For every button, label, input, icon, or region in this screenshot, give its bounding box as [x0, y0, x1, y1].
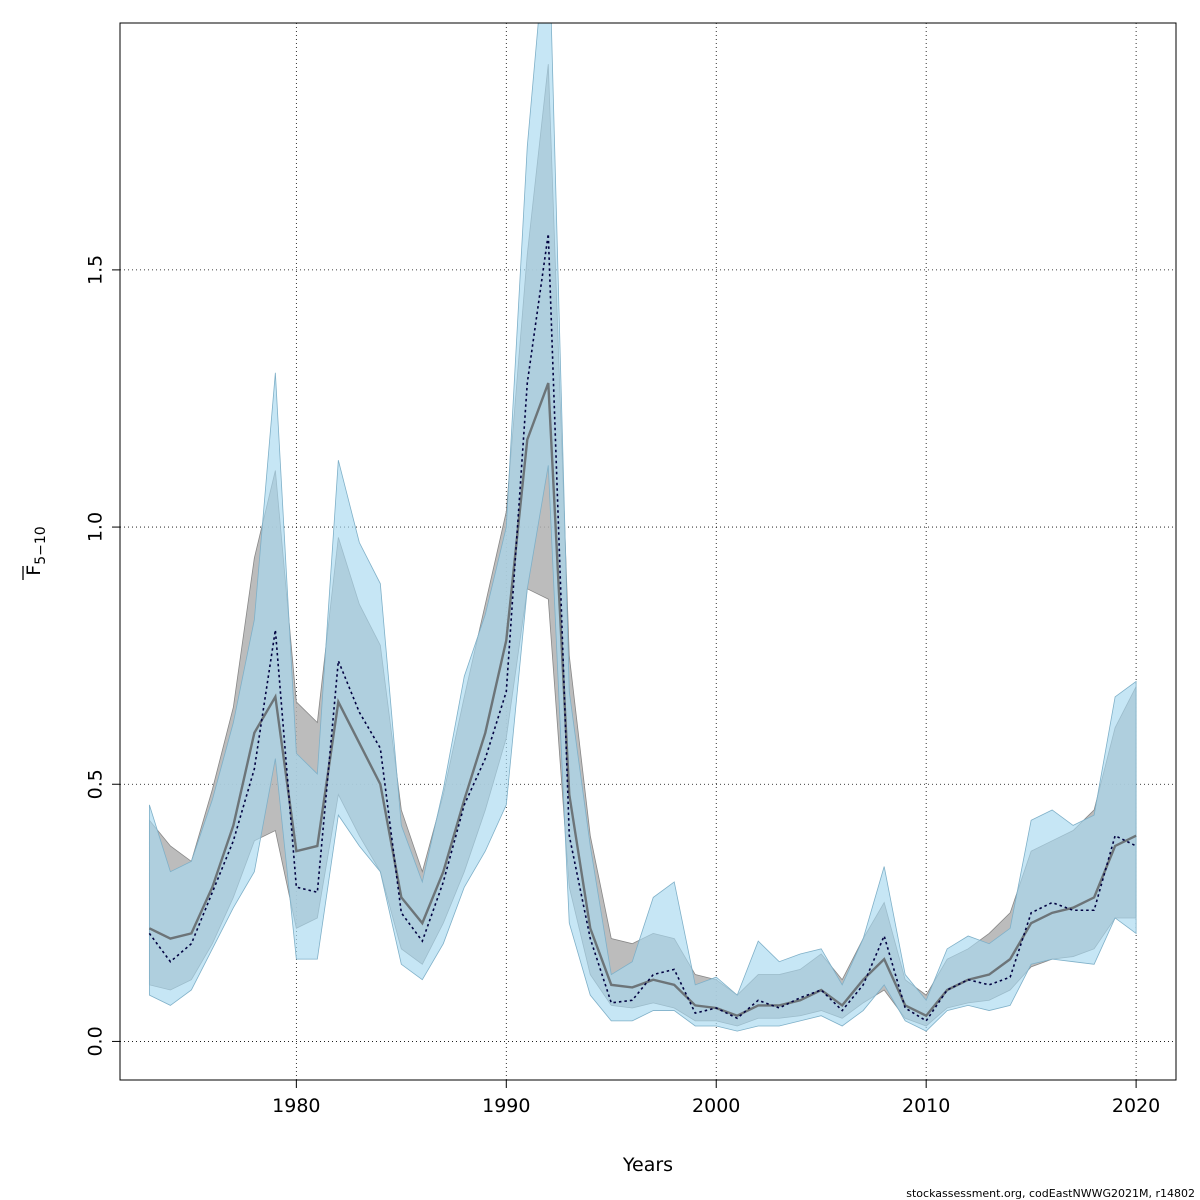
plot-frame [119, 22, 1177, 1081]
band-dotted [148, 23, 1137, 1032]
x-axis: 1980 1990 2000 2010 2020 [272, 1080, 1160, 1117]
y-tick-label-0: 0.0 [85, 1026, 107, 1056]
line-dotted [148, 233, 1137, 1022]
series-lines [148, 233, 1137, 1022]
confidence-bands [148, 23, 1137, 1032]
y-axis-title-sub: 5−10 [33, 526, 49, 564]
y-axis: 0.0 0.5 1.0 1.5 [85, 255, 120, 1057]
x-tick-label-2: 2000 [692, 1095, 740, 1117]
x-tick-label-4: 2020 [1112, 1095, 1160, 1117]
x-tick-label-1: 1990 [482, 1095, 530, 1117]
x-tick-label-0: 1980 [272, 1095, 320, 1117]
y-axis-title-main: F [23, 565, 45, 576]
x-axis-title: Years [622, 1154, 673, 1176]
y-axis-title: F5−10 [22, 526, 49, 580]
credit-text: stockassessment.org, codEastNWWG2021M, r… [906, 1187, 1195, 1200]
line-solid [148, 382, 1137, 1018]
y-tick-label-3: 1.5 [85, 255, 107, 285]
y-tick-label-2: 1.0 [85, 512, 107, 542]
svg-text:F5−10: F5−10 [23, 526, 49, 575]
y-tick-label-1: 0.5 [85, 769, 107, 799]
x-tick-label-3: 2010 [902, 1095, 950, 1117]
